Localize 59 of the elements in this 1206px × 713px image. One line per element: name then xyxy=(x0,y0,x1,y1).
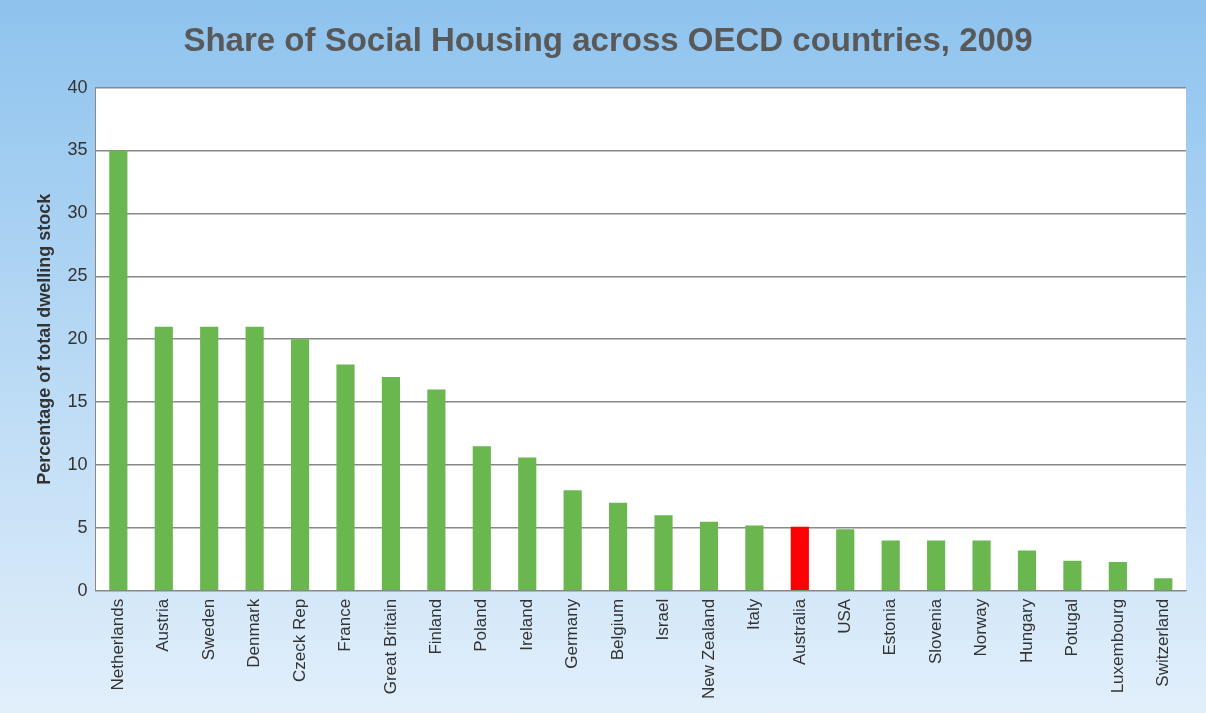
x-tick-label: Sweden xyxy=(198,598,218,661)
x-tick-label: Finland xyxy=(426,598,446,655)
y-tick-label: 15 xyxy=(67,391,88,412)
chart-title: Share of Social Housing across OECD countries, 2009 xyxy=(183,20,1033,58)
x-tick-label: Germany xyxy=(562,598,582,669)
bar xyxy=(881,540,900,591)
bar xyxy=(790,526,809,591)
bar xyxy=(290,339,310,591)
x-tick-label: Estonia xyxy=(880,598,900,656)
bar xyxy=(609,502,628,591)
x-tick-label: Austria xyxy=(153,598,173,652)
y-axis-title: Percentage of total dwelling stock xyxy=(33,192,54,485)
x-tick-label: Hungary xyxy=(1016,598,1036,664)
y-tick-label: 0 xyxy=(77,579,88,600)
x-tick-label: Great Britain xyxy=(380,598,400,695)
bar xyxy=(699,521,719,591)
x-tick-label: Poland xyxy=(471,598,491,652)
bar xyxy=(336,364,355,591)
x-tick-label: Ireland xyxy=(516,598,536,651)
bar xyxy=(836,529,855,591)
x-tick-label: New Zealand xyxy=(698,598,718,700)
y-tick-label: 20 xyxy=(67,328,88,349)
bar xyxy=(745,525,764,591)
x-tick-label: Netherlands xyxy=(108,598,128,691)
bar xyxy=(1154,578,1173,591)
x-tick-label: Belgium xyxy=(607,598,627,661)
bar xyxy=(654,515,673,591)
y-tick-label: 5 xyxy=(77,516,88,537)
x-tick-label: Australia xyxy=(789,598,809,665)
x-tick-label: Italy xyxy=(744,598,764,631)
bar xyxy=(1017,550,1037,591)
bar xyxy=(472,446,491,591)
x-tick-label: Slovenia xyxy=(925,598,945,665)
y-tick-label: 30 xyxy=(67,202,88,223)
bar xyxy=(381,376,401,591)
bar xyxy=(1063,560,1082,591)
x-tick-label: Czeck Rep xyxy=(289,598,309,682)
x-tick-label: Norway xyxy=(971,598,991,657)
bar xyxy=(972,540,991,591)
x-tick-label: Potugal xyxy=(1062,598,1082,657)
bar xyxy=(245,326,264,591)
x-tick-label: France xyxy=(335,598,355,652)
x-tick-label: Israel xyxy=(653,598,673,641)
bar xyxy=(427,389,446,591)
bar xyxy=(927,540,946,591)
y-tick-label: 25 xyxy=(67,265,88,286)
bar xyxy=(563,490,582,591)
y-tick-label: 35 xyxy=(67,139,88,160)
x-tick-label: USA xyxy=(834,598,854,634)
y-tick-label: 10 xyxy=(67,453,88,474)
y-tick-label: 40 xyxy=(67,76,88,97)
x-tick-label: Denmark xyxy=(244,598,264,668)
x-tick-label: Luxembourg xyxy=(1107,598,1127,694)
bar xyxy=(518,457,537,591)
bar xyxy=(200,326,219,591)
bar xyxy=(1108,561,1127,591)
x-tick-label: Switzerland xyxy=(1152,598,1172,687)
bar xyxy=(109,150,128,591)
bar xyxy=(154,326,173,591)
